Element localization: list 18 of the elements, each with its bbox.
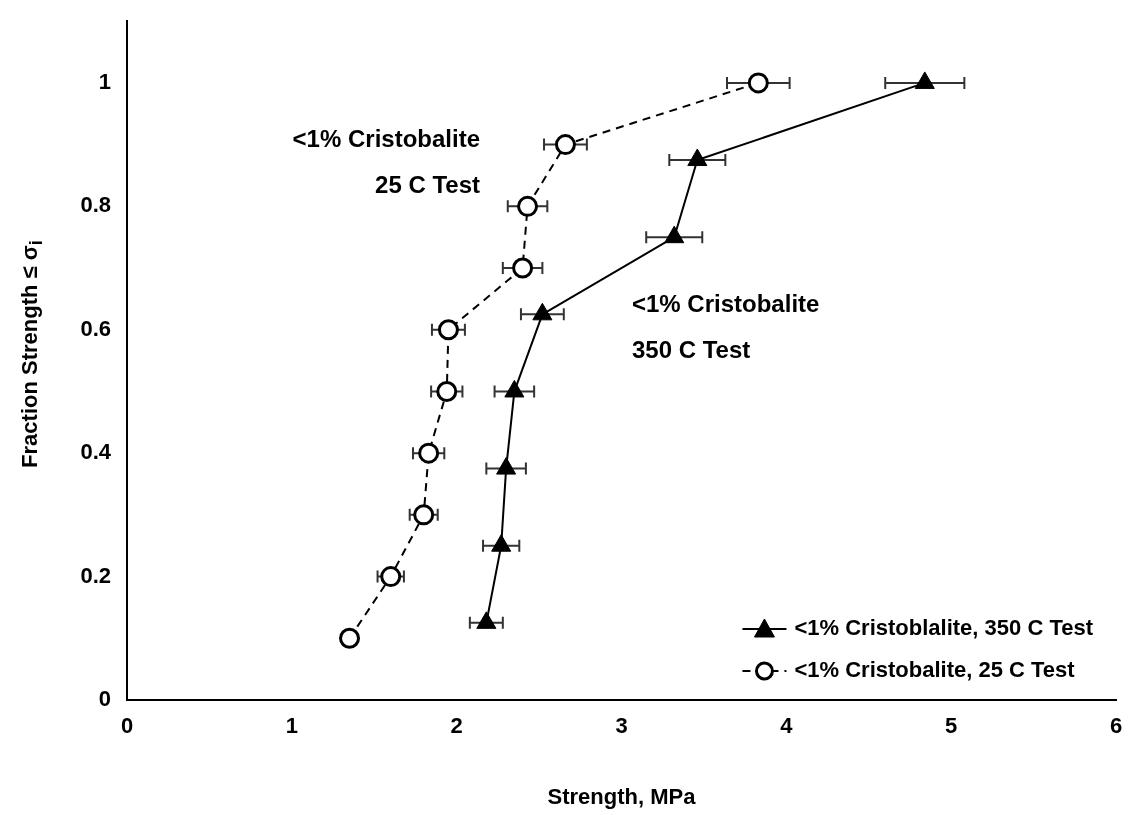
x-axis-title: Strength, MPa	[547, 783, 697, 809]
x-tick-label: 5	[945, 713, 958, 739]
x-tick-label: 1	[285, 713, 298, 739]
y-tick-label: 0.8	[80, 192, 111, 218]
x-tick-label: 3	[615, 713, 628, 739]
y-tick-label: 0	[98, 686, 111, 712]
annotation: <1% Cristobalite 25 C Test	[292, 124, 480, 198]
annotation: <1% Cristobalite 350 C Test	[632, 289, 820, 363]
x-tick-label: 2	[450, 713, 463, 739]
legend-label: <1% Cristobalite, 25 C Test	[794, 657, 1076, 683]
y-tick-label: 0.4	[80, 439, 112, 465]
y-tick-label: 0.2	[80, 562, 111, 588]
y-tick-label: 0.6	[80, 315, 111, 341]
x-tick-label: 0	[120, 713, 134, 739]
x-tick-label: 4	[780, 713, 794, 739]
x-tick-label: 6	[1109, 713, 1123, 739]
y-tick-label: 1	[98, 68, 111, 94]
legend-label: <1% Cristoblalite, 350 C Test	[794, 615, 1094, 641]
